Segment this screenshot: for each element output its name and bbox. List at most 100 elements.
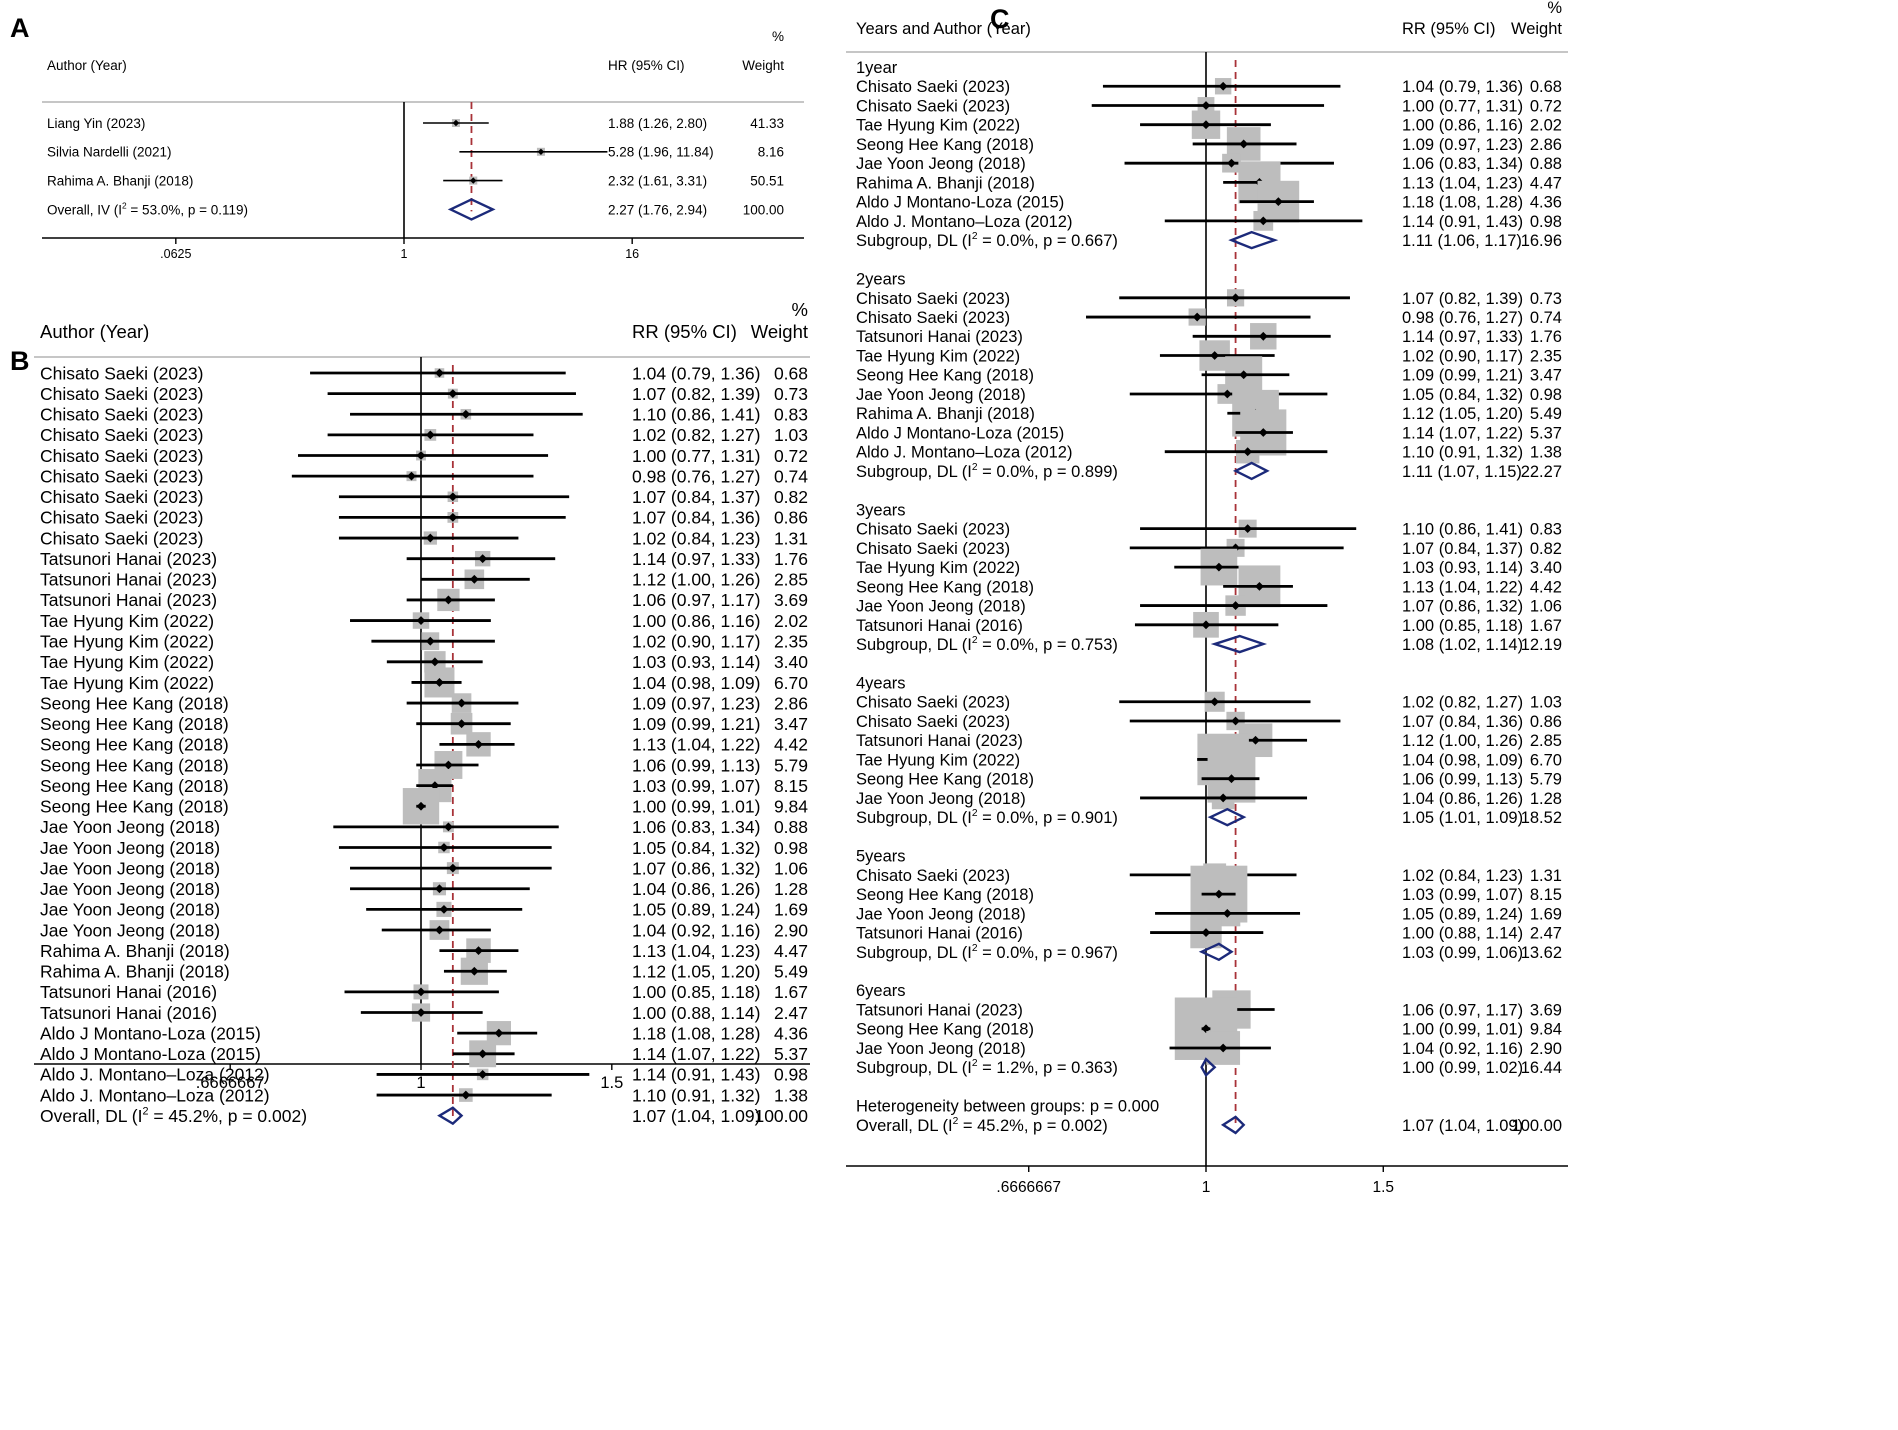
panel-c-point-estimate xyxy=(1222,389,1232,399)
panel-b-point-estimate xyxy=(416,987,426,997)
panel-c-ci-text: 1.10 (0.91, 1.32) xyxy=(1402,444,1523,462)
panel-c-tick-label: .6666667 xyxy=(996,1179,1061,1196)
panel-c-heterogeneity-note: Heterogeneity between groups: p = 0.000 xyxy=(856,1098,1159,1116)
panel-b-overall-label: Overall, DL (I2 = 45.2%, p = 0.002) xyxy=(40,1106,307,1126)
panel-a-point-estimate xyxy=(470,177,477,184)
panel-b-point-estimate xyxy=(430,781,440,790)
panel-c-ci-text: 1.07 (0.84, 1.37) xyxy=(1402,540,1523,558)
panel-b-tick-label: 1.5 xyxy=(600,1074,623,1092)
panel-c-ci-text: 1.02 (0.90, 1.17) xyxy=(1402,347,1523,365)
panel-a-study-label: Liang Yin (2023) xyxy=(47,116,145,131)
panel-c-letter: C xyxy=(990,4,1010,34)
panel-c-study-label: Chisato Saeki (2023) xyxy=(856,521,1010,539)
panel-b-point-estimate xyxy=(444,595,453,605)
panel-b-ci-text: 1.04 (0.92, 1.16) xyxy=(632,920,760,940)
panel-b-point-estimate xyxy=(474,946,483,956)
panel-b-weight-text: 0.74 xyxy=(774,466,808,486)
panel-c-subgroup-label: Subgroup, DL (I2 = 0.0%, p = 0.899) xyxy=(856,462,1118,481)
panel-b-ci-text: 1.02 (0.84, 1.23) xyxy=(632,528,760,548)
panel-c-study-label: Seong Hee Kang (2018) xyxy=(856,771,1034,789)
panel-c-ci-text: 1.13 (1.04, 1.22) xyxy=(1402,578,1523,596)
panel-b-ci-text: 1.00 (0.99, 1.01) xyxy=(632,797,760,817)
panel-b-point-estimate xyxy=(435,884,444,894)
panel-c-weight-text: 0.98 xyxy=(1530,386,1562,404)
panel-c-study-label: Jae Yoon Jeong (2018) xyxy=(856,155,1026,173)
panel-b-ci-text: 1.00 (0.88, 1.14) xyxy=(632,1003,760,1023)
panel-c-point-estimate xyxy=(1258,428,1268,437)
panel-b-overall-diamond xyxy=(437,1106,464,1126)
panel-a-header-weight: Weight xyxy=(742,58,784,73)
panel-b-study-label: Jae Yoon Jeong (2018) xyxy=(40,920,220,940)
panel-a-ci-text: 2.27 (1.76, 2.94) xyxy=(608,202,707,217)
panel-b-study-label: Seong Hee Kang (2018) xyxy=(40,755,229,775)
panel-c-header-author: Years and Author (Year) xyxy=(856,20,1031,38)
panel-c-study-label: Tatsunori Hanai (2016) xyxy=(856,617,1023,635)
panel-c-point-estimate xyxy=(1210,351,1220,360)
panel-b-study-label: Jae Yoon Jeong (2018) xyxy=(40,838,220,858)
panel-b-weight-text: 4.42 xyxy=(774,735,808,755)
panel-c-point-estimate xyxy=(1218,81,1228,91)
panel-b-study-label: Aldo J Montano-Loza (2015) xyxy=(40,1044,261,1064)
panel-b: B Author (Year) RR (95% CI)%Weight .666666… xyxy=(10,299,810,1126)
panel-b-study-label: Tatsunori Hanai (2016) xyxy=(40,982,217,1002)
panel-b-ci-text: 1.05 (0.89, 1.24) xyxy=(632,900,760,920)
panel-c-ci-text: 1.04 (0.92, 1.16) xyxy=(1402,1040,1523,1058)
panel-b-point-estimate xyxy=(469,966,479,976)
panel-b-weight-text: 0.88 xyxy=(774,817,808,837)
panel-b-point-estimate xyxy=(439,843,449,852)
panel-c-study-label: Jae Yoon Jeong (2018) xyxy=(856,905,1026,923)
panel-c-subgroup-header: 1year xyxy=(856,59,898,77)
panel-c-ci-text: 1.04 (0.98, 1.09) xyxy=(1402,751,1523,769)
panel-a-tick-label: 16 xyxy=(625,247,639,261)
panel-c-weight-text: 4.42 xyxy=(1530,578,1562,596)
panel-b-study-label: Chisato Saeki (2023) xyxy=(40,487,203,507)
panel-b-header-weight: Weight xyxy=(751,321,808,342)
panel-c-weight-text: 0.72 xyxy=(1530,97,1562,115)
panel-a-header-percent: % xyxy=(772,29,784,44)
panel-c-ci-text: 1.09 (0.97, 1.23) xyxy=(1402,136,1523,154)
panel-b-study-label: Tatsunori Hanai (2016) xyxy=(40,1003,217,1023)
panel-b-weight-text: 4.36 xyxy=(774,1023,808,1043)
panel-c-point-estimate xyxy=(1255,581,1264,591)
panel-c-subgroup-header: 6years xyxy=(856,982,906,1000)
panel-c-study-label: Jae Yoon Jeong (2018) xyxy=(856,1040,1026,1058)
panel-c-weight-text: 12.19 xyxy=(1521,636,1562,654)
panel-c-study-label: Jae Yoon Jeong (2018) xyxy=(856,386,1026,404)
panel-c-study-label: Aldo J Montano-Loza (2015) xyxy=(856,194,1064,212)
panel-b-ci-text: 1.07 (0.84, 1.36) xyxy=(632,508,760,528)
panel-c-weight-text: 1.67 xyxy=(1530,617,1562,635)
panel-b-weight-text: 2.35 xyxy=(774,631,808,651)
panel-b-weight-text: 3.40 xyxy=(774,652,808,672)
panel-c-weight-text: 16.44 xyxy=(1521,1059,1562,1077)
panel-b-study-label: Seong Hee Kang (2018) xyxy=(40,714,229,734)
panel-a-study-label: Rahima A. Bhanji (2018) xyxy=(47,173,193,188)
panel-b-weight-text: 2.90 xyxy=(774,920,808,940)
panel-b-weight-text: 0.86 xyxy=(774,508,808,528)
panel-c-subgroup-diamond xyxy=(1207,807,1247,827)
panel-b-study-label: Seong Hee Kang (2018) xyxy=(40,693,229,713)
panel-a-tick-label: 1 xyxy=(401,247,408,261)
panel-b-weight-text: 1.38 xyxy=(774,1085,808,1105)
panel-a-overall-diamond xyxy=(447,198,496,221)
panel-b-weight-text: 3.47 xyxy=(774,714,808,734)
panel-b-header-author: Author (Year) xyxy=(40,321,149,342)
panel-b-weight-text: 0.98 xyxy=(774,838,808,858)
panel-a-weight-text: 50.51 xyxy=(750,173,784,188)
panel-c-study-label: Chisato Saeki (2023) xyxy=(856,290,1010,308)
panel-c-weight-text: 4.36 xyxy=(1530,194,1562,212)
panel-b-weight-text: 1.76 xyxy=(774,549,808,569)
panel-b-study-label: Seong Hee Kang (2018) xyxy=(40,735,229,755)
panel-c-ci-text: 1.00 (0.99, 1.01) xyxy=(1402,1021,1523,1039)
panel-b-ci-text: 1.07 (0.86, 1.32) xyxy=(632,858,760,878)
panel-c-point-estimate xyxy=(1243,524,1253,534)
panel-c-weight-text: 1.06 xyxy=(1530,598,1562,616)
panel-c-ci-text: 1.11 (1.06, 1.17) xyxy=(1402,232,1522,250)
panel-b-tick-label: 1 xyxy=(416,1074,425,1092)
panel-c-ci-text: 1.14 (0.97, 1.33) xyxy=(1402,328,1523,346)
panel-c-point-estimate xyxy=(1218,1043,1228,1053)
panel-c-point-estimate xyxy=(1258,216,1268,226)
panel-c-weight-text: 0.74 xyxy=(1530,309,1562,327)
panel-b-study-label: Tae Hyung Kim (2022) xyxy=(40,611,214,631)
panel-b-weight-text: 0.83 xyxy=(774,405,808,425)
panel-b-tick-label: .6666667 xyxy=(196,1074,265,1092)
